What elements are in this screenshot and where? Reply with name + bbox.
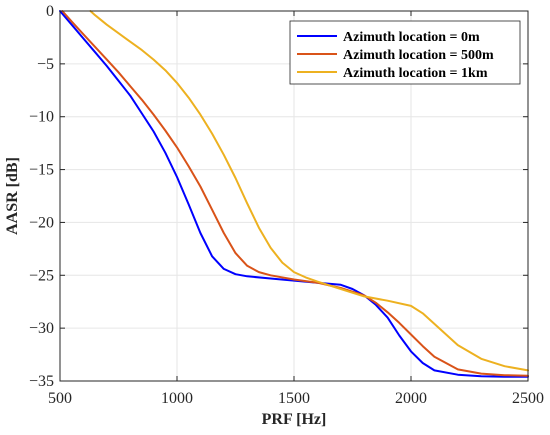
legend-label-1: Azimuth location = 0m: [343, 30, 480, 45]
x-tick-label: 1500: [278, 390, 310, 407]
series-line-2: [61, 10, 529, 377]
y-tick-label: −20: [29, 214, 54, 231]
y-axis-ticks: 0 −5 −10 −15 −20 −25 −30 −35: [29, 3, 528, 390]
y-tick-label: −10: [29, 109, 54, 126]
y-axis-title: AASR [dB]: [4, 157, 21, 235]
y-tick-label: −25: [29, 267, 54, 284]
series-line-1: [59, 10, 529, 378]
y-tick-label: −35: [29, 373, 54, 390]
y-tick-label: 0: [46, 3, 54, 20]
x-tick-label: 1000: [161, 390, 193, 407]
series-group: [59, 10, 529, 378]
legend: Azimuth location = 0m Azimuth location = …: [289, 20, 521, 85]
y-tick-label: −15: [29, 162, 54, 179]
legend-box: [289, 20, 521, 85]
series-line-3: [89, 10, 529, 372]
x-tick-label: 2500: [512, 390, 544, 407]
legend-label-3: Azimuth location = 1km: [343, 66, 488, 81]
x-axis-title: PRF [Hz]: [262, 411, 327, 428]
legend-label-2: Azimuth location = 500m: [343, 48, 494, 63]
y-tick-label: −30: [29, 320, 54, 337]
x-tick-label: 2000: [395, 390, 427, 407]
y-tick-label: −5: [37, 56, 54, 73]
x-axis-ticks: 500 1000 1500 2000 2500: [48, 11, 544, 407]
x-tick-label: 500: [48, 390, 72, 407]
